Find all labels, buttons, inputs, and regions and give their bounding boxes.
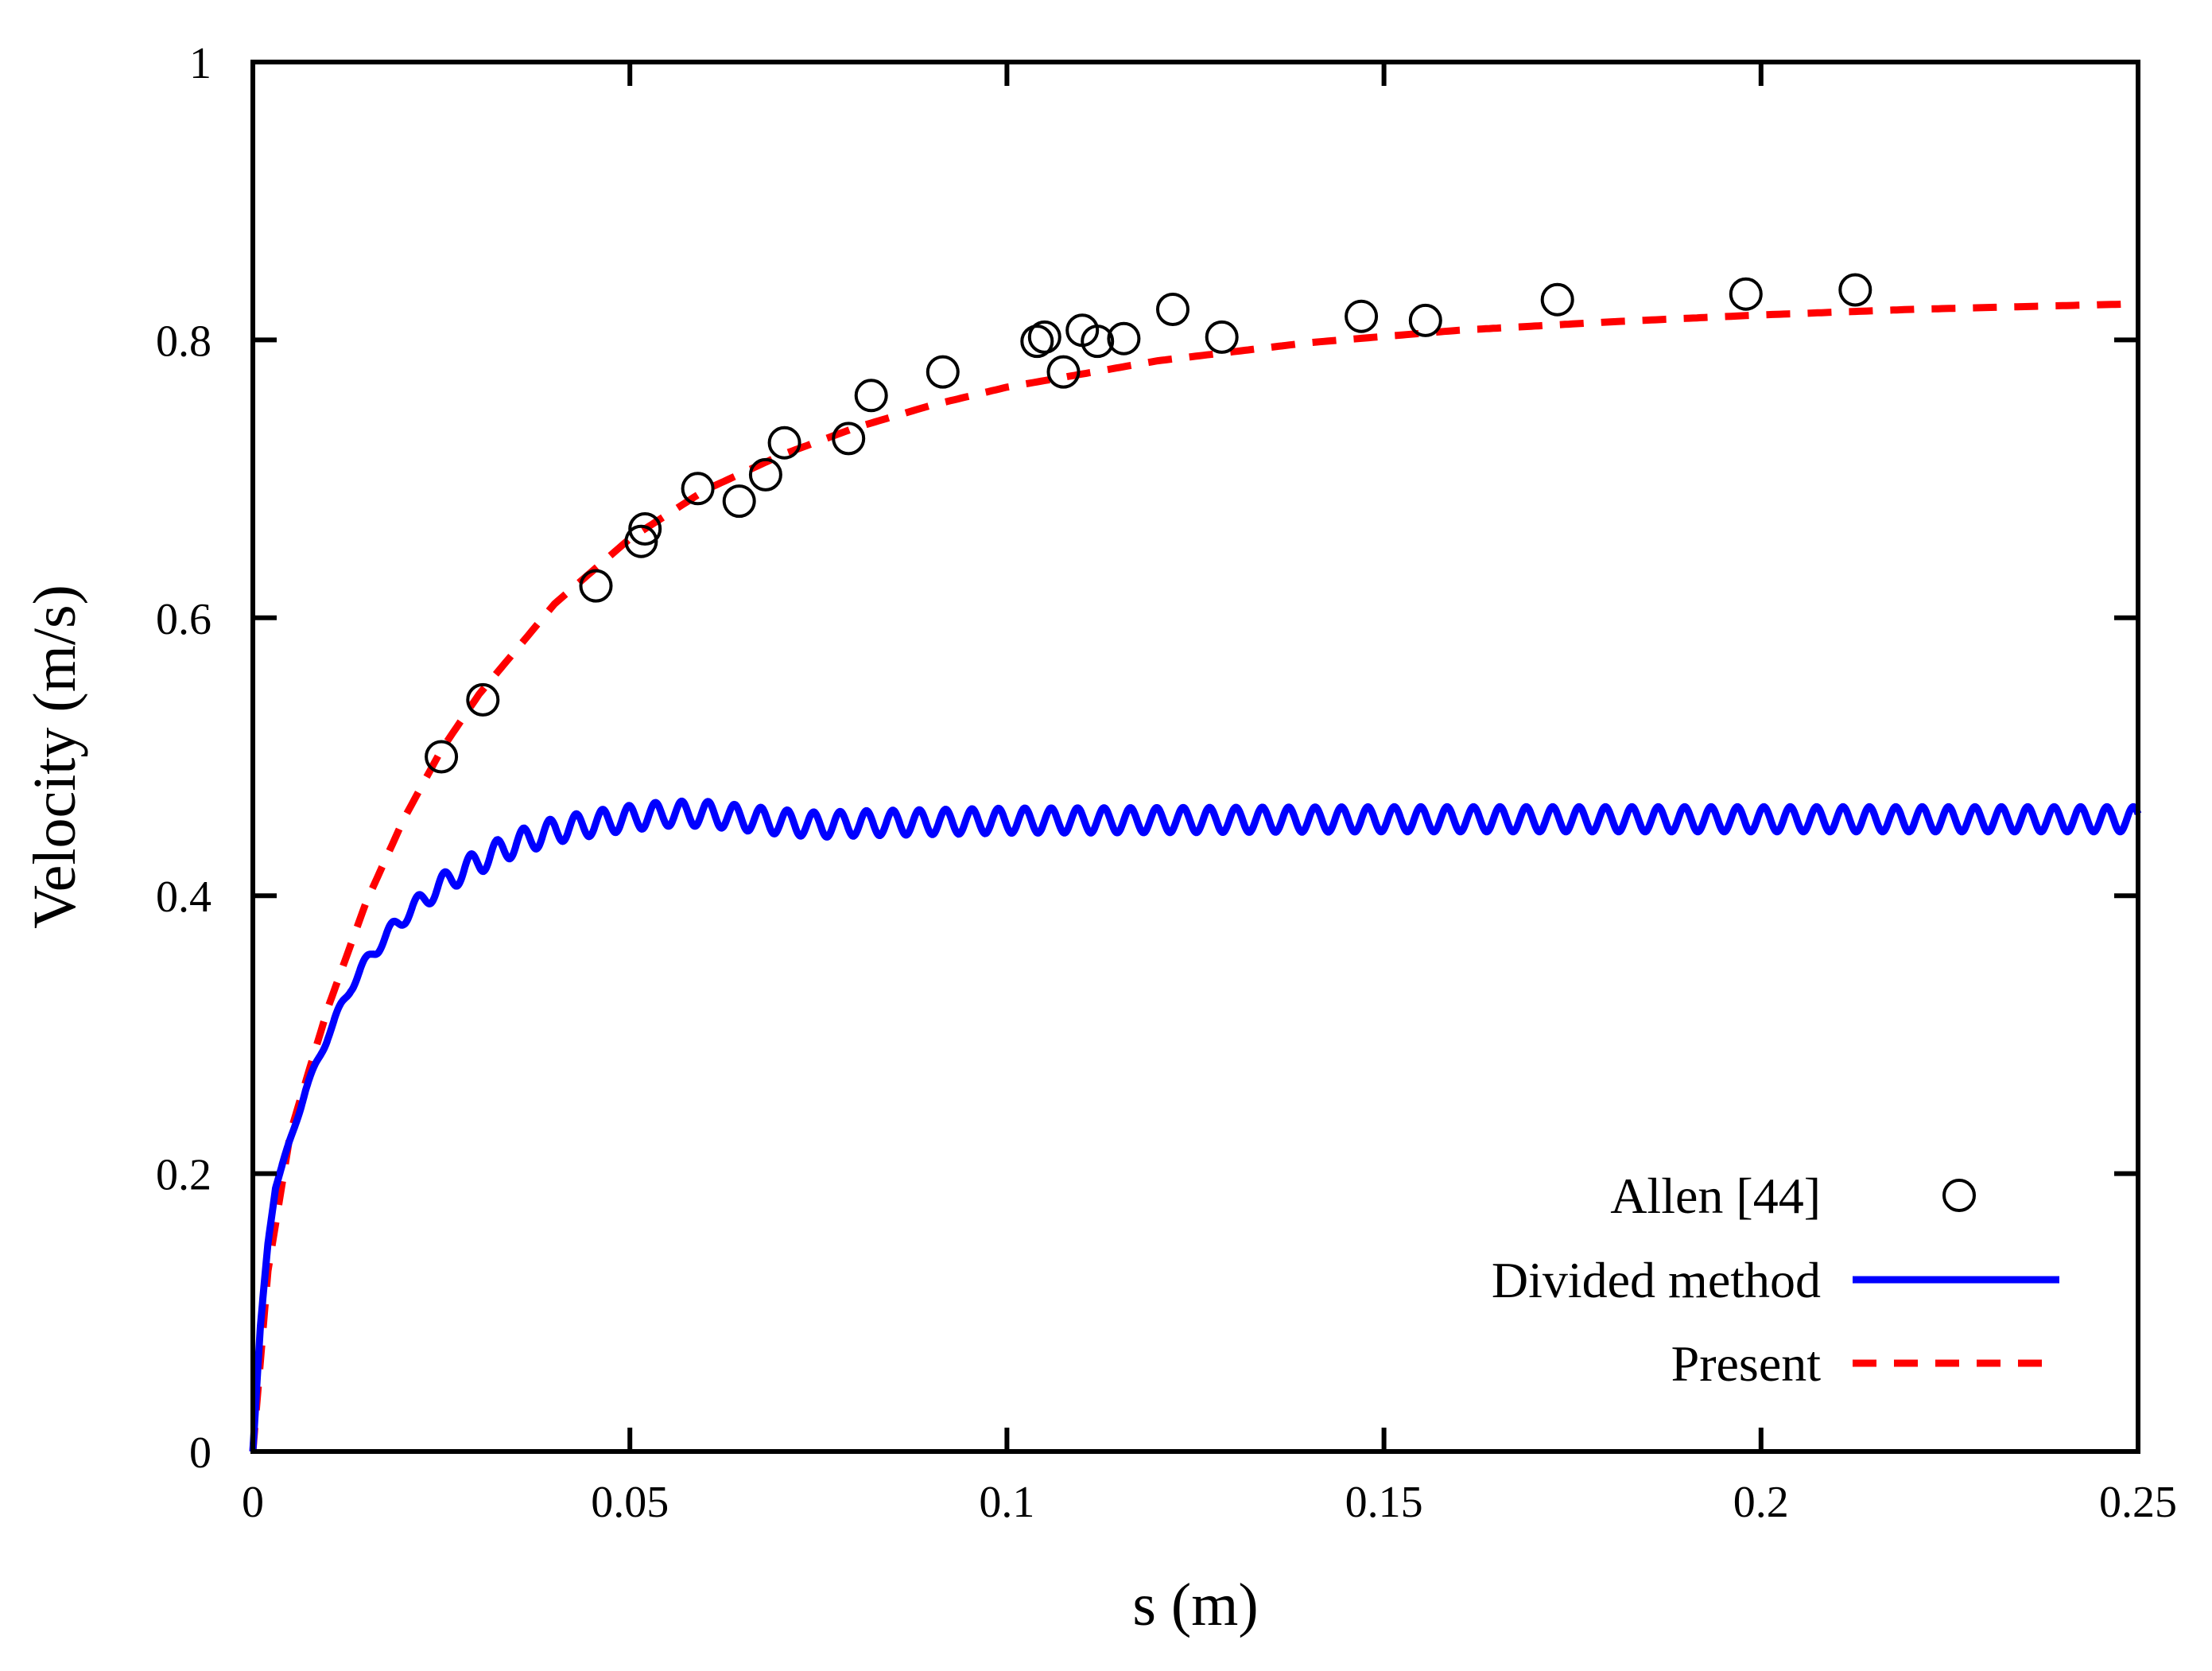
legend-label-present: Present xyxy=(1671,1335,1822,1392)
allen-data-point xyxy=(767,426,801,460)
series-divided-method-line xyxy=(249,797,2142,1452)
legend: Allen [44] Divided method Present xyxy=(1492,1168,2059,1392)
legend-label-allen: Allen [44] xyxy=(1610,1168,1821,1224)
allen-data-point xyxy=(681,472,715,506)
x-tick-label: 0.05 xyxy=(591,1478,669,1527)
allen-data-point xyxy=(624,524,658,558)
x-tick-label: 0.25 xyxy=(2099,1478,2177,1527)
tick-layer: 0 0.05 0.1 0.15 0.2 0.25 0 0.2 0.4 0.6 0.8 1 xyxy=(156,39,2177,1527)
allen-data-point xyxy=(1729,277,1763,311)
legend-label-divided-method: Divided method xyxy=(1492,1252,1821,1308)
allen-data-point xyxy=(854,379,888,413)
y-tick-label: 1 xyxy=(189,39,211,88)
y-tick-label: 0.4 xyxy=(156,872,211,922)
x-tick-label: 0 xyxy=(242,1478,264,1527)
allen-data-point xyxy=(1046,355,1081,389)
y-tick-label: 0.8 xyxy=(156,317,211,366)
x-tick-label: 0.1 xyxy=(979,1478,1034,1527)
allen-data-point xyxy=(832,422,866,456)
allen-data-point xyxy=(748,457,782,492)
allen-data-point xyxy=(1540,282,1574,317)
y-tick-label: 0.2 xyxy=(156,1151,211,1200)
allen-data-point xyxy=(1156,293,1189,326)
plot-area: 0 0.05 0.1 0.15 0.2 0.25 0 0.2 0.4 0.6 0.8 1 xyxy=(156,39,2177,1527)
legend-marker-allen xyxy=(1942,1179,1976,1212)
allen-data-point xyxy=(1205,320,1239,354)
y-axis-title: Velocity (m/s) xyxy=(21,585,88,929)
allen-data-point xyxy=(1027,320,1061,354)
allen-data-point xyxy=(1345,299,1379,333)
x-tick-label: 0.2 xyxy=(1733,1478,1789,1527)
allen-data-point xyxy=(425,740,459,774)
allen-data-point xyxy=(1020,324,1054,359)
y-tick-label: 0 xyxy=(189,1428,211,1478)
x-axis-title: s (m) xyxy=(1132,1572,1258,1638)
y-tick-label: 0.6 xyxy=(156,595,211,644)
plot-frame xyxy=(250,60,2140,1454)
allen-data-point xyxy=(1838,273,1872,307)
series-layer xyxy=(249,273,2142,1452)
allen-data-point xyxy=(926,355,960,389)
x-tick-label: 0.15 xyxy=(1345,1478,1423,1527)
allen-data-point xyxy=(628,512,662,546)
allen-data-point xyxy=(466,682,500,717)
allen-data-point xyxy=(1081,324,1115,359)
allen-data-point xyxy=(579,569,613,603)
series-present-line xyxy=(249,300,2139,1452)
allen-data-point xyxy=(722,484,756,519)
allen-data-point xyxy=(1107,321,1141,356)
allen-data-point xyxy=(1408,303,1442,337)
